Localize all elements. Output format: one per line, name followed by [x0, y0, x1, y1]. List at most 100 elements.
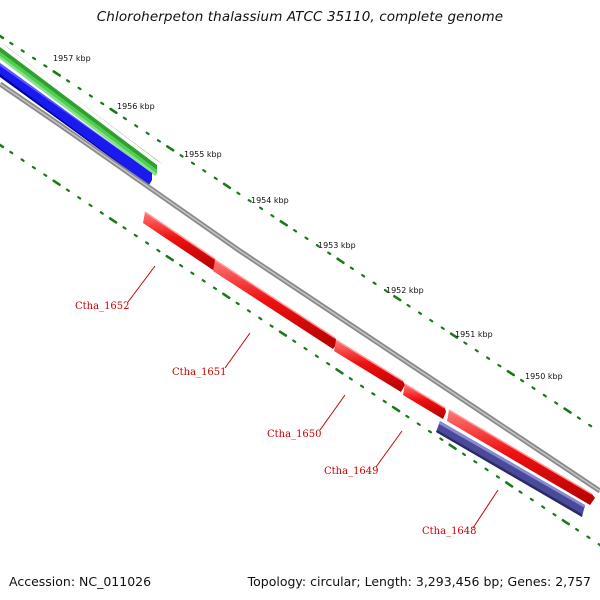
inner-minor-tick: [574, 527, 580, 532]
outer-minor-tick: [270, 214, 275, 218]
gene-leader-lines: [127, 265, 499, 529]
outer-minor-tick: [417, 311, 423, 315]
outer-minor-tick: [236, 191, 241, 196]
outer-minor-tick: [9, 41, 14, 46]
inner-major-tick: [391, 405, 401, 413]
scale-ticks-outer: [0, 34, 593, 428]
inner-minor-tick: [235, 301, 240, 306]
inner-minor-tick: [405, 414, 410, 419]
outer-minor-tick: [202, 169, 207, 173]
inner-minor-tick: [541, 505, 546, 509]
outer-minor-tick: [497, 363, 502, 368]
inner-minor-tick: [190, 271, 195, 275]
scale-ticks-inner: [0, 143, 600, 547]
inner-minor-tick: [360, 384, 365, 389]
inner-minor-tick: [427, 429, 433, 434]
inner-minor-tick: [88, 203, 93, 208]
cds-arrow-ctha-1651[interactable]: [213, 259, 338, 349]
outer-major-tick: [109, 107, 118, 115]
inner-minor-tick: [586, 535, 591, 540]
inner-major-tick: [108, 217, 118, 224]
tick-label-1956: 1956 kbp: [117, 102, 155, 111]
cds-arrow-highlight: [448, 409, 593, 495]
outer-minor-tick: [486, 356, 491, 360]
outer-minor-tick: [304, 236, 309, 240]
outer-major-tick: [222, 182, 232, 190]
inner-minor-tick: [292, 339, 297, 343]
feature-purple-arrow: [436, 421, 585, 517]
outer-minor-tick: [554, 401, 559, 405]
cds-arrow-highlight: [335, 339, 404, 382]
outer-minor-tick: [88, 94, 93, 98]
outer-minor-tick: [383, 288, 388, 293]
cds-feature-track: [143, 211, 595, 505]
inner-minor-tick: [348, 377, 353, 381]
leader-line-ctha-1652: [127, 265, 156, 303]
inner-minor-tick: [133, 233, 138, 238]
cds-arrow-body: [403, 384, 446, 419]
outer-major-tick: [336, 257, 345, 265]
inner-minor-tick: [145, 241, 150, 245]
gene-label-ctha-1650[interactable]: Ctha_1650: [267, 429, 322, 440]
outer-minor-tick: [134, 124, 139, 128]
gene-label-ctha-1649[interactable]: Ctha_1649: [324, 466, 379, 477]
cds-arrow-ctha-1650[interactable]: [334, 339, 405, 392]
outer-minor-tick: [190, 161, 196, 166]
inner-major-tick: [335, 368, 344, 375]
outer-major-tick: [52, 70, 62, 77]
gene-label-ctha-1651[interactable]: Ctha_1651: [172, 367, 227, 378]
cds-arrow-ctha-1652[interactable]: [143, 211, 218, 270]
outer-minor-tick: [122, 116, 128, 121]
cds-arrow-ctha-1648[interactable]: [447, 409, 595, 505]
inner-minor-tick: [371, 392, 376, 396]
outer-minor-tick: [100, 101, 105, 106]
tick-label-1955: 1955 kbp: [184, 150, 222, 159]
inner-minor-tick: [246, 309, 251, 313]
outer-major-tick: [449, 332, 459, 339]
feature-band-dark-green: [0, 42, 163, 170]
cds-arrow-body: [213, 260, 338, 349]
tick-label-1957: 1957 kbp: [53, 54, 91, 63]
inner-major-tick: [222, 292, 231, 300]
gene-label-ctha-1648[interactable]: Ctha_1648: [422, 526, 477, 537]
feature-band-light-green: [0, 52, 157, 176]
inner-minor-tick: [326, 362, 331, 366]
outer-minor-tick: [65, 79, 71, 83]
tick-label-1952: 1952 kbp: [386, 286, 424, 295]
inner-minor-tick: [77, 196, 82, 200]
inner-minor-tick: [461, 452, 466, 457]
inner-major-tick: [165, 254, 174, 262]
outer-minor-tick: [247, 199, 252, 203]
cds-arrow-ctha-1649[interactable]: [403, 383, 446, 419]
inner-minor-tick: [65, 188, 71, 192]
inner-minor-tick: [258, 316, 263, 321]
inner-minor-tick: [99, 211, 104, 215]
genome-backbone: [0, 81, 600, 494]
outer-major-tick: [166, 145, 175, 152]
inner-minor-tick: [179, 263, 184, 268]
inner-minor-tick: [43, 173, 48, 177]
feature-band-blue: [0, 63, 152, 185]
outer-minor-tick: [542, 393, 547, 398]
leader-line-ctha-1650: [319, 394, 346, 431]
inner-major-tick: [0, 143, 5, 149]
inner-minor-tick: [20, 158, 25, 162]
inner-minor-tick: [552, 512, 557, 517]
cds-arrow-highlight: [404, 383, 446, 409]
outer-minor-tick: [179, 154, 184, 158]
inner-minor-tick: [31, 165, 37, 170]
inner-major-tick: [448, 443, 457, 451]
inner-minor-tick: [529, 497, 534, 502]
tick-label-1950: 1950 kbp: [525, 372, 563, 381]
inner-minor-tick: [269, 324, 274, 328]
leader-line-ctha-1648: [472, 489, 499, 529]
inner-minor-tick: [518, 490, 523, 494]
outer-minor-tick: [31, 56, 37, 61]
leader-line-ctha-1649: [375, 430, 403, 468]
gene-label-ctha-1652[interactable]: Ctha_1652: [75, 301, 130, 312]
cds-arrow-body: [334, 340, 405, 392]
inner-minor-tick: [9, 150, 14, 155]
inner-minor-tick: [122, 226, 127, 230]
outer-minor-tick: [20, 49, 25, 53]
